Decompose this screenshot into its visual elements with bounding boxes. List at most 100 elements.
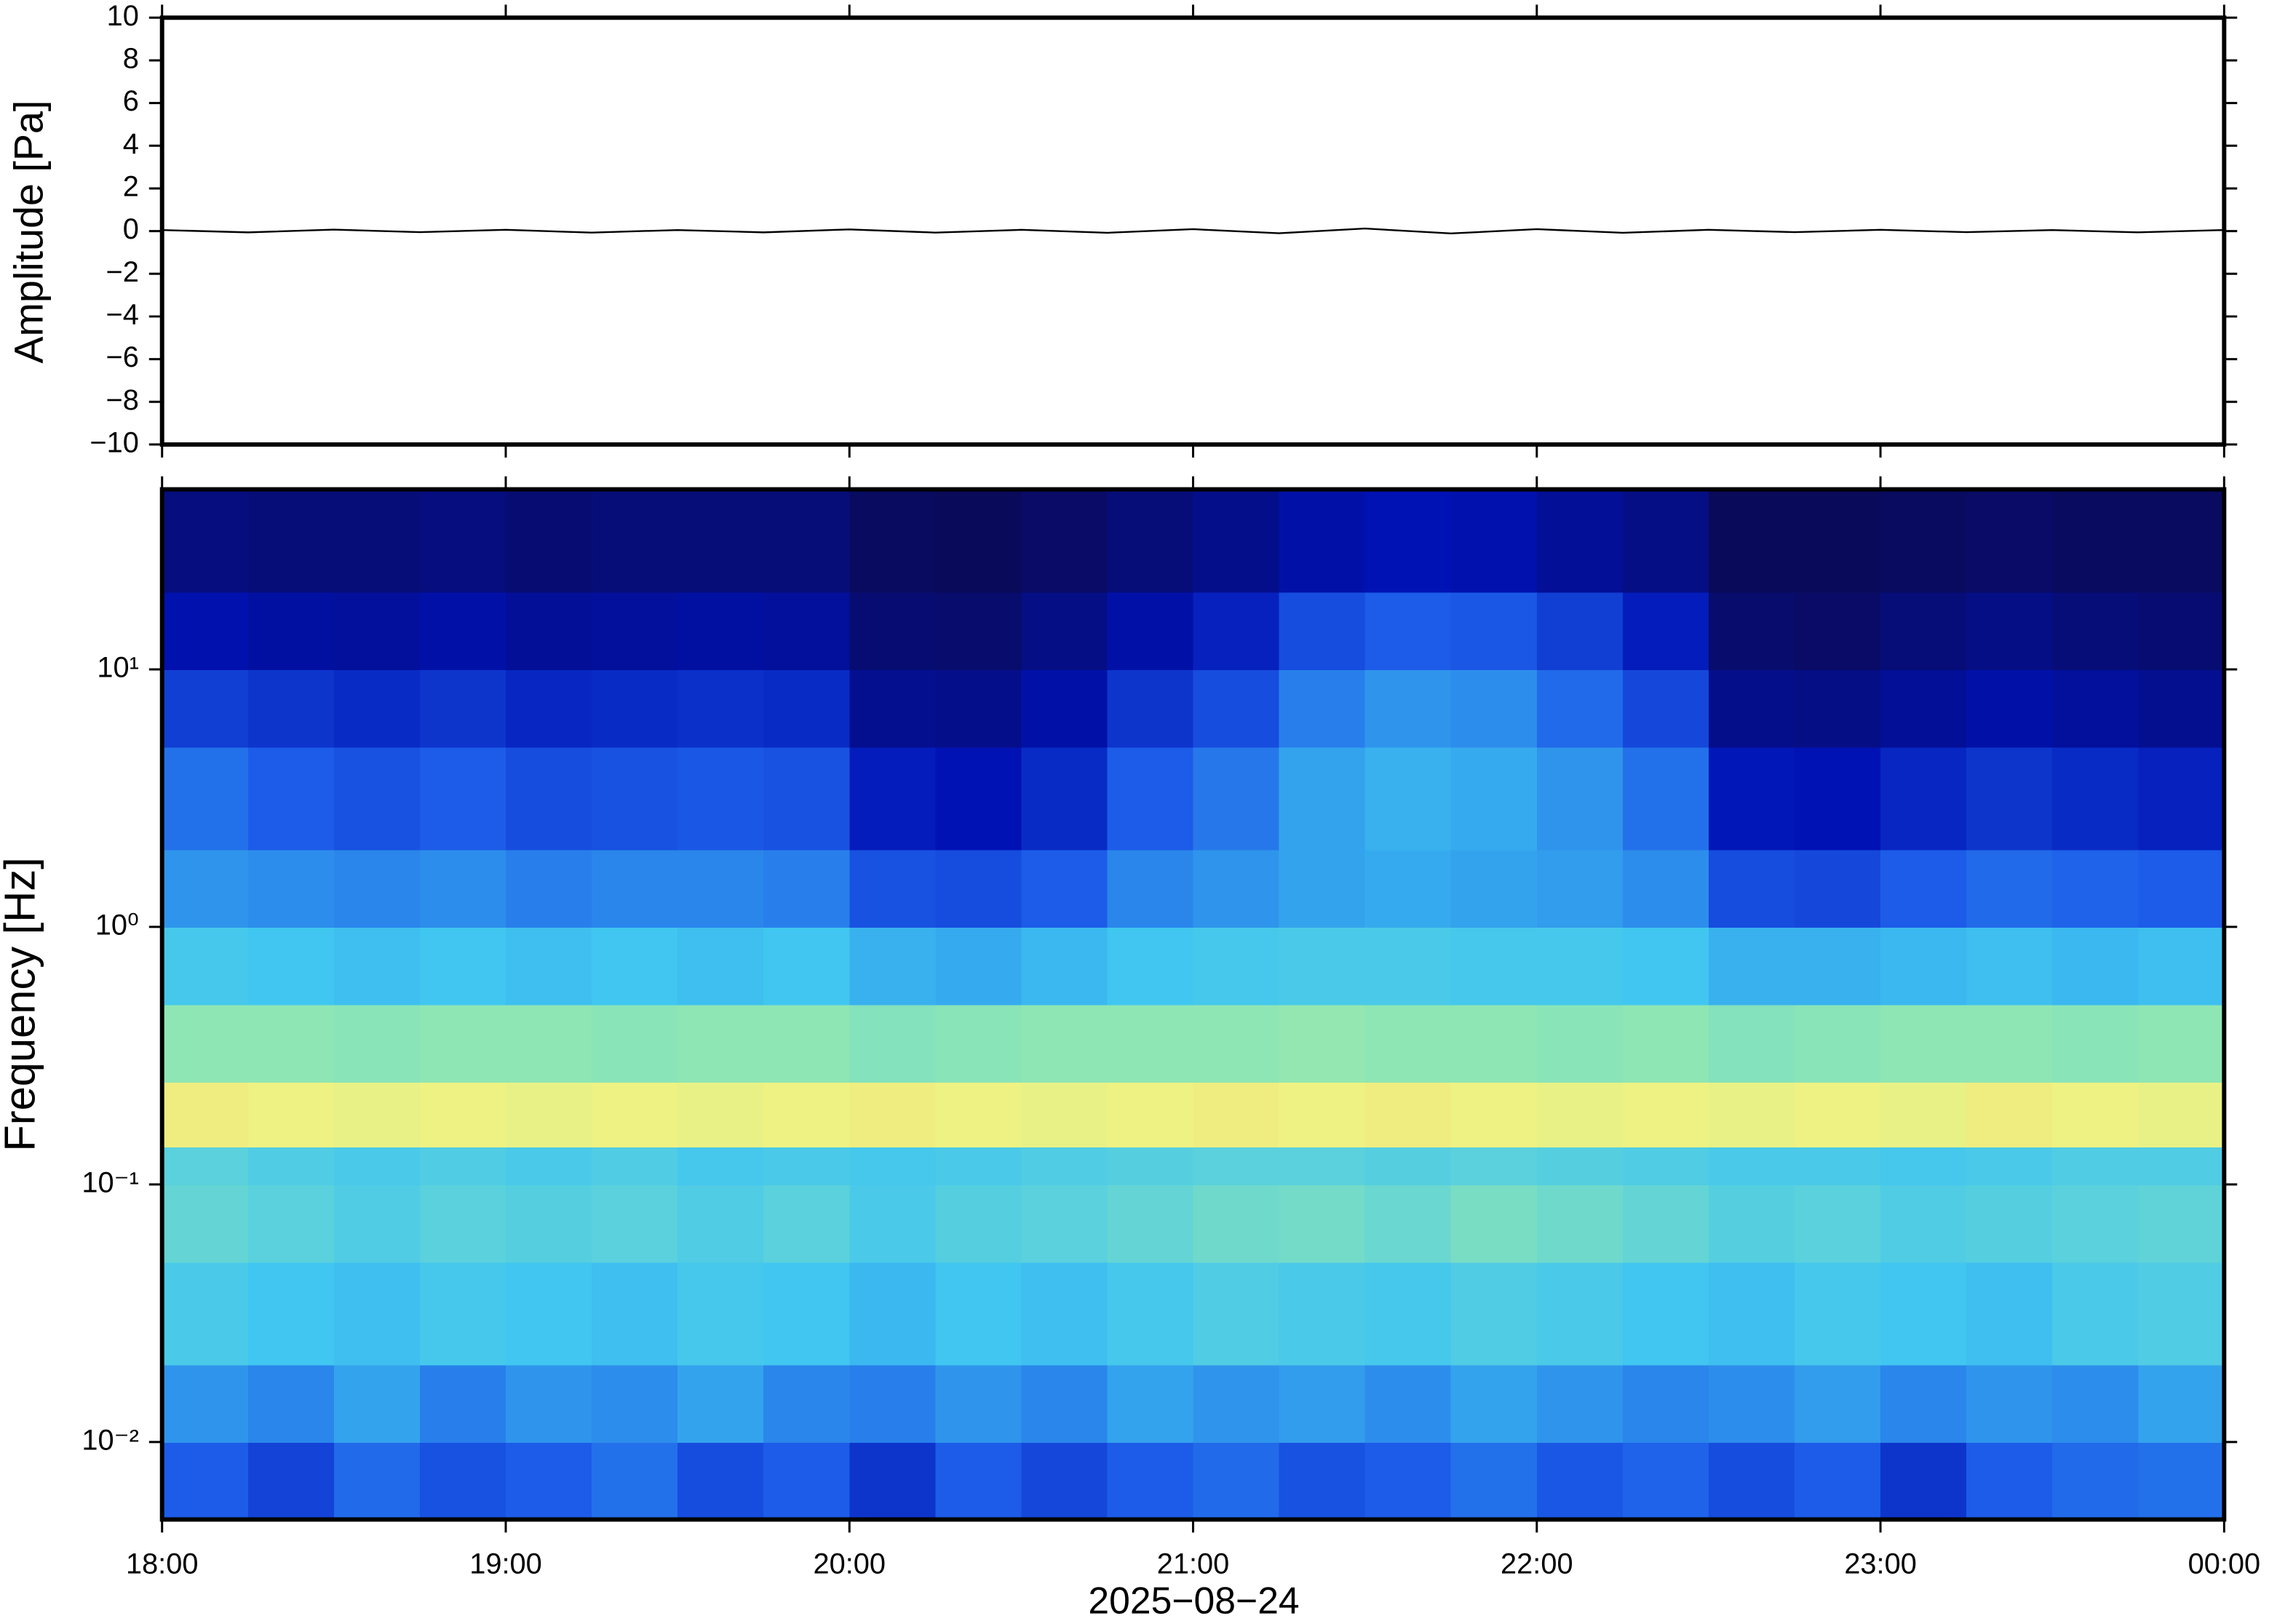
- spectrogram-cell: [1364, 1082, 1452, 1148]
- spectrogram-cell: [419, 1004, 506, 1083]
- spectrogram-cell: [592, 1262, 679, 1366]
- spectrogram-cell: [333, 1082, 421, 1148]
- spectrogram-cell: [2052, 926, 2139, 1006]
- spectrogram-cell: [2052, 1184, 2139, 1263]
- spectrogram-cell: [763, 1004, 851, 1083]
- spectrogram-cell: [1966, 1184, 2054, 1263]
- spectrogram-cell: [1966, 1441, 2054, 1521]
- spectrogram-cell: [505, 1082, 593, 1148]
- spectrogram-cell: [1536, 747, 1624, 851]
- y-tick-label: 10⁻²: [82, 1424, 138, 1456]
- spectrogram-cell: [2052, 1082, 2139, 1148]
- spectrogram-cell: [1966, 1364, 2054, 1443]
- spectrogram-cell: [1708, 1441, 1796, 1521]
- spectrogram-cell: [1622, 926, 1709, 1006]
- spectrogram-cell: [677, 592, 765, 670]
- spectrogram-cell: [677, 1082, 765, 1148]
- spectrogram-cell: [1279, 1262, 1366, 1366]
- spectrogram-cell: [763, 849, 851, 928]
- spectrogram-cell: [333, 926, 421, 1006]
- spectrogram-cell: [592, 1184, 679, 1263]
- spectrogram-cell: [247, 592, 335, 670]
- spectrogram-cell: [1364, 1004, 1452, 1083]
- spectrogram-cell: [849, 669, 937, 748]
- spectrogram-cell: [247, 1147, 335, 1185]
- y-tick-label: 2: [123, 170, 139, 202]
- spectrogram-cell: [333, 747, 421, 851]
- spectrogram-cell: [1708, 1147, 1796, 1185]
- spectrogram-cell: [1193, 1147, 1280, 1185]
- spectrogram-cell: [1880, 592, 1968, 670]
- spectrogram-cell: [1622, 747, 1709, 851]
- spectrogram-cell: [247, 1364, 335, 1443]
- spectrogram-cell: [505, 1364, 593, 1443]
- spectrogram-cell: [1279, 489, 1366, 593]
- spectrogram-cell: [1107, 1262, 1194, 1366]
- spectrogram-cell: [333, 1262, 421, 1366]
- spectrogram-cell: [935, 489, 1022, 593]
- spectrogram-cell: [1622, 1262, 1709, 1366]
- y-tick-label: 10¹: [97, 651, 138, 683]
- spectrogram-cell: [1795, 1184, 1882, 1263]
- spectrogram-cell: [1622, 1147, 1709, 1185]
- spectrogram-cell: [1622, 489, 1709, 593]
- spectrogram-cell: [1107, 669, 1194, 748]
- waveform: [162, 227, 2225, 235]
- spectrogram-cell: [505, 1184, 593, 1263]
- spectrogram-cell: [763, 1441, 851, 1521]
- spectrogram-cell: [2138, 1082, 2225, 1148]
- spectrogram-cell: [247, 1004, 335, 1083]
- spectrogram-cell: [1708, 1262, 1796, 1366]
- spectrogram-cell: [1708, 1184, 1796, 1263]
- spectrogram-cell: [505, 1262, 593, 1366]
- spectrogram-cell: [419, 669, 506, 748]
- spectrogram-cell: [2052, 849, 2139, 928]
- spectrogram-cell: [1880, 1082, 1968, 1148]
- spectrogram-cell: [1880, 849, 1968, 928]
- spectrogram-cell: [592, 849, 679, 928]
- spectrogram-cell: [935, 669, 1022, 748]
- spectrogram-cell: [1450, 849, 1538, 928]
- spectrogram-cell: [419, 1082, 506, 1148]
- y-tick-label: 10: [107, 0, 139, 32]
- spectrogram-cell: [1622, 1364, 1709, 1443]
- spectrogram-cell: [1880, 926, 1968, 1006]
- spectrogram-cell: [1364, 592, 1452, 670]
- spectrogram-cell: [1021, 1147, 1108, 1185]
- spectrogram-cell: [763, 926, 851, 1006]
- spectrogram-cell: [247, 926, 335, 1006]
- x-tick-label: 23:00: [1844, 1548, 1917, 1580]
- spectrogram-cell: [1880, 747, 1968, 851]
- spectrogram-cell: [935, 1082, 1022, 1148]
- spectrogram-cell: [592, 926, 679, 1006]
- spectrogram-cell: [763, 592, 851, 670]
- spectrogram-cell: [763, 669, 851, 748]
- spectrogram-cell: [849, 1364, 937, 1443]
- y-tick-label: −4: [106, 298, 139, 330]
- spectrogram-cell: [1021, 926, 1108, 1006]
- x-tick-label: 20:00: [814, 1548, 886, 1580]
- spectrogram-cell: [1622, 1082, 1709, 1148]
- spectrogram-cell: [2138, 489, 2225, 593]
- spectrogram-cell: [162, 1147, 249, 1185]
- spectrogram-cell: [2052, 1262, 2139, 1366]
- spectrogram-cell: [2052, 669, 2139, 748]
- spectrogram-cell: [1966, 926, 2054, 1006]
- spectrogram-cell: [935, 1441, 1022, 1521]
- spectrogram-cell: [1536, 1364, 1624, 1443]
- spectrogram-cell: [333, 669, 421, 748]
- spectrogram-cell: [1021, 592, 1108, 670]
- spectrogram-cell: [162, 1262, 249, 1366]
- x-axis-label: 2025−08−24: [1088, 1579, 1299, 1621]
- spectrogram-cell: [1536, 1441, 1624, 1521]
- spectrogram-cell: [2138, 926, 2225, 1006]
- spectrogram-cell: [592, 669, 679, 748]
- spectrogram-cell: [1450, 1262, 1538, 1366]
- spectrogram-cell: [247, 849, 335, 928]
- spectrogram-cell: [505, 669, 593, 748]
- spectrogram-cell: [1708, 926, 1796, 1006]
- spectrogram-cell: [1536, 592, 1624, 670]
- spectrogram-cell: [1021, 669, 1108, 748]
- y-tick-label: 6: [123, 85, 139, 117]
- spectrogram-cell: [1107, 1082, 1194, 1148]
